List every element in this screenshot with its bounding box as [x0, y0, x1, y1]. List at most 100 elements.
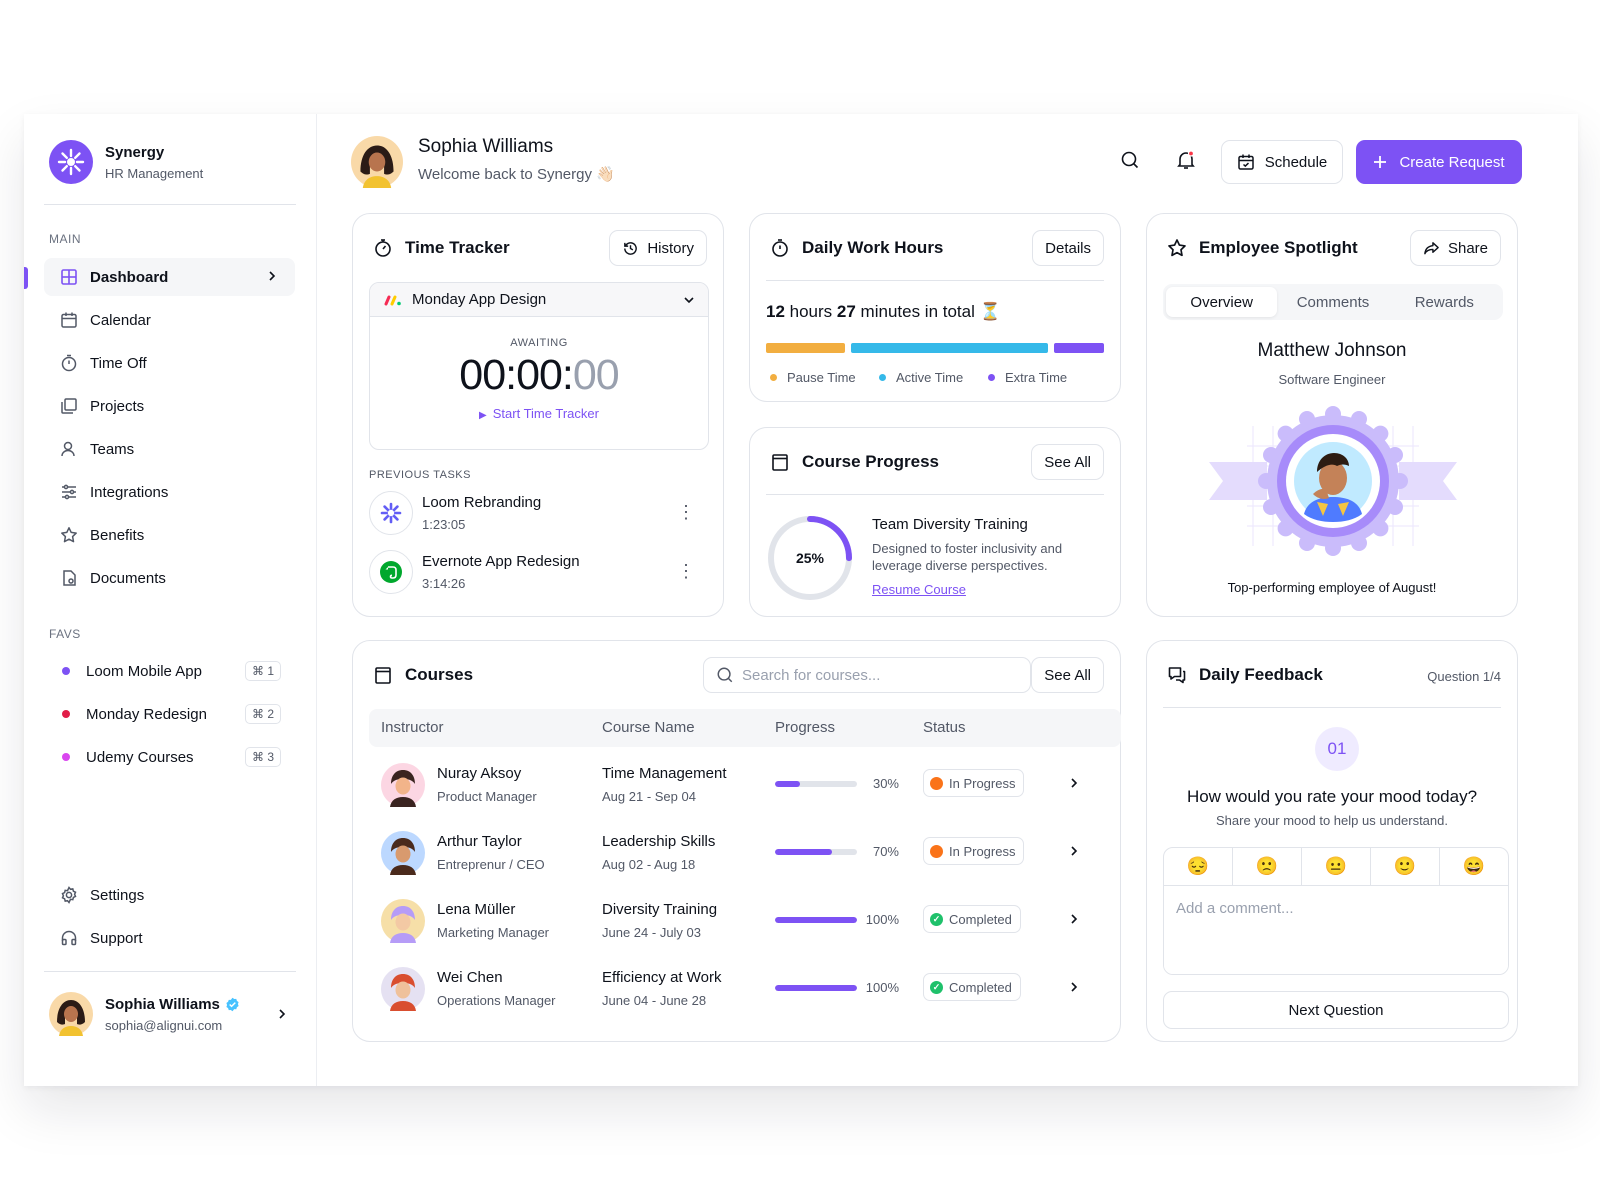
chevron-right-icon[interactable]	[1067, 980, 1081, 999]
tab-overview[interactable]: Overview	[1166, 287, 1278, 317]
mood-form: 😔 🙁 😐 🙂 😄	[1163, 847, 1509, 975]
course-progress-card: Course Progress See All 25% Team Diversi…	[749, 427, 1121, 617]
mood-option-smile[interactable]: 🙂	[1371, 848, 1440, 885]
mood-option-grin[interactable]: 😄	[1440, 848, 1508, 885]
stack-icon	[60, 397, 78, 415]
mood-option-neutral[interactable]: 😐	[1302, 848, 1371, 885]
sidebar-item-projects[interactable]: Projects	[44, 387, 295, 425]
sidebar-item-settings[interactable]: Settings	[44, 876, 295, 914]
table-row[interactable]: Nuray Aksoy Product Manager Time Managemen…	[369, 755, 1121, 815]
card-title: Courses	[405, 665, 474, 684]
search-input[interactable]	[742, 666, 1012, 684]
sidebar-item-label: Documents	[90, 569, 166, 587]
tab-rewards[interactable]: Rewards	[1414, 293, 1474, 311]
fav-dot	[62, 710, 70, 718]
share-icon	[1423, 240, 1440, 257]
more-vertical-icon[interactable]: ⋮	[677, 561, 695, 581]
legend-active: Active Time	[879, 370, 963, 385]
fav-item-monday[interactable]: Monday Redesign ⌘ 2	[44, 695, 295, 733]
card-title: Daily Work Hours	[802, 238, 944, 257]
resume-course-link[interactable]: Resume Course	[872, 582, 966, 597]
sidebar-item-calendar[interactable]: Calendar	[44, 301, 295, 339]
history-label: History	[647, 239, 694, 257]
course-search[interactable]	[703, 657, 1031, 693]
sidebar-item-label: Teams	[90, 440, 135, 458]
sidebar-item-time-off[interactable]: Time Off	[44, 344, 295, 382]
spotlight-name: Matthew Johnson	[1257, 340, 1407, 361]
comment-field[interactable]	[1164, 886, 1508, 974]
details-label: Details	[1045, 239, 1091, 257]
user-card[interactable]: Sophia Williams sophia@alignui.com	[49, 992, 289, 1036]
mood-option-frown[interactable]: 🙁	[1233, 848, 1302, 885]
avatar	[49, 992, 93, 1036]
course-dates: Aug 21 - Sep 04	[602, 789, 696, 804]
table-header: Instructor Course Name Progress Status	[369, 709, 1121, 747]
fav-item-udemy[interactable]: Udemy Courses ⌘ 3	[44, 738, 295, 776]
see-all-button[interactable]: See All	[1031, 657, 1104, 693]
divider	[766, 280, 1104, 281]
legend-dot	[770, 374, 777, 381]
stopwatch-icon	[373, 238, 393, 258]
sidebar-item-integrations[interactable]: Integrations	[44, 473, 295, 511]
chat-icon	[1167, 665, 1187, 685]
history-button[interactable]: History	[609, 230, 707, 266]
card-title: Employee Spotlight	[1199, 238, 1358, 257]
sidebar-item-label: Benefits	[90, 526, 145, 544]
sidebar-item-benefits[interactable]: Benefits	[44, 516, 295, 554]
course-name: Efficiency at Work	[602, 969, 722, 986]
task-item[interactable]: Loom Rebranding 1:23:05 ⋮	[369, 490, 705, 536]
check-circle-icon: ✓	[930, 980, 943, 994]
courses-card: Courses See All Instructor Course Name P…	[352, 640, 1121, 1042]
table-row[interactable]: Arthur Taylor Entreprenur / CEO Leadership…	[369, 823, 1121, 883]
instructor-role: Entreprenur / CEO	[437, 857, 545, 872]
brand[interactable]: Synergy HR Management	[49, 140, 203, 184]
progress-fill	[775, 849, 833, 855]
daily-feedback-card: Daily Feedback Question 1/4 01 How would…	[1146, 640, 1518, 1042]
legend-label: Pause Time	[787, 370, 856, 385]
start-timer-button[interactable]: ▶ Start Time Tracker	[370, 406, 708, 421]
check-circle-icon: ✓	[930, 912, 943, 926]
fav-item-loom[interactable]: Loom Mobile App ⌘ 1	[44, 652, 295, 690]
table-row[interactable]: Wei Chen Operations Manager Efficiency at …	[369, 959, 1121, 1019]
divider	[766, 494, 1104, 495]
notifications-button[interactable]	[1166, 140, 1206, 180]
instructor-role: Operations Manager	[437, 993, 556, 1008]
users-icon	[60, 440, 78, 458]
fav-label: Loom Mobile App	[86, 662, 202, 680]
progress-fill	[775, 917, 857, 923]
tab-comments[interactable]: Comments	[1296, 293, 1370, 311]
chevron-right-icon[interactable]	[1067, 912, 1081, 931]
spotlight-card: Employee Spotlight Share Overview Commen…	[1146, 213, 1518, 617]
see-all-button[interactable]: See All	[1031, 444, 1104, 480]
create-request-button[interactable]: Create Request	[1356, 140, 1522, 184]
instructor-role: Marketing Manager	[437, 925, 549, 940]
sidebar-item-documents[interactable]: Documents	[44, 559, 295, 597]
details-button[interactable]: Details	[1032, 230, 1104, 266]
next-question-button[interactable]: Next Question	[1163, 991, 1509, 1029]
divider	[1163, 707, 1501, 708]
shortcut-badge: ⌘ 1	[244, 661, 281, 681]
sliders-icon	[60, 483, 78, 501]
sidebar-item-support[interactable]: Support	[44, 919, 295, 957]
mood-option-pensive[interactable]: 😔	[1164, 848, 1233, 885]
chevron-right-icon[interactable]	[1067, 844, 1081, 863]
card-title: Daily Feedback	[1199, 665, 1323, 684]
progress-bar	[775, 917, 857, 923]
minutes-text: minutes in total ⏳	[855, 302, 1001, 321]
search-button[interactable]	[1110, 140, 1150, 180]
progress-fill	[775, 985, 857, 991]
sidebar-item-dashboard[interactable]: Dashboard	[44, 258, 295, 296]
sidebar-item-teams[interactable]: Teams	[44, 430, 295, 468]
progress-percent: 30%	[872, 776, 899, 791]
total-hours: 12 hours 27 minutes in total ⏳	[766, 302, 1001, 322]
share-button[interactable]: Share	[1409, 230, 1501, 266]
more-vertical-icon[interactable]: ⋮	[677, 502, 695, 522]
schedule-button[interactable]: Schedule	[1221, 140, 1343, 184]
table-row[interactable]: Lena Müller Marketing Manager Diversity Tr…	[369, 891, 1121, 951]
timer-display: 00:00:00	[370, 351, 708, 400]
chevron-right-icon[interactable]	[1067, 776, 1081, 795]
fav-label: Monday Redesign	[86, 705, 207, 723]
task-item[interactable]: Evernote App Redesign 3:14:26 ⋮	[369, 549, 705, 595]
project-select[interactable]: Monday App Design	[370, 283, 708, 317]
calendar-check-icon	[1237, 153, 1255, 171]
